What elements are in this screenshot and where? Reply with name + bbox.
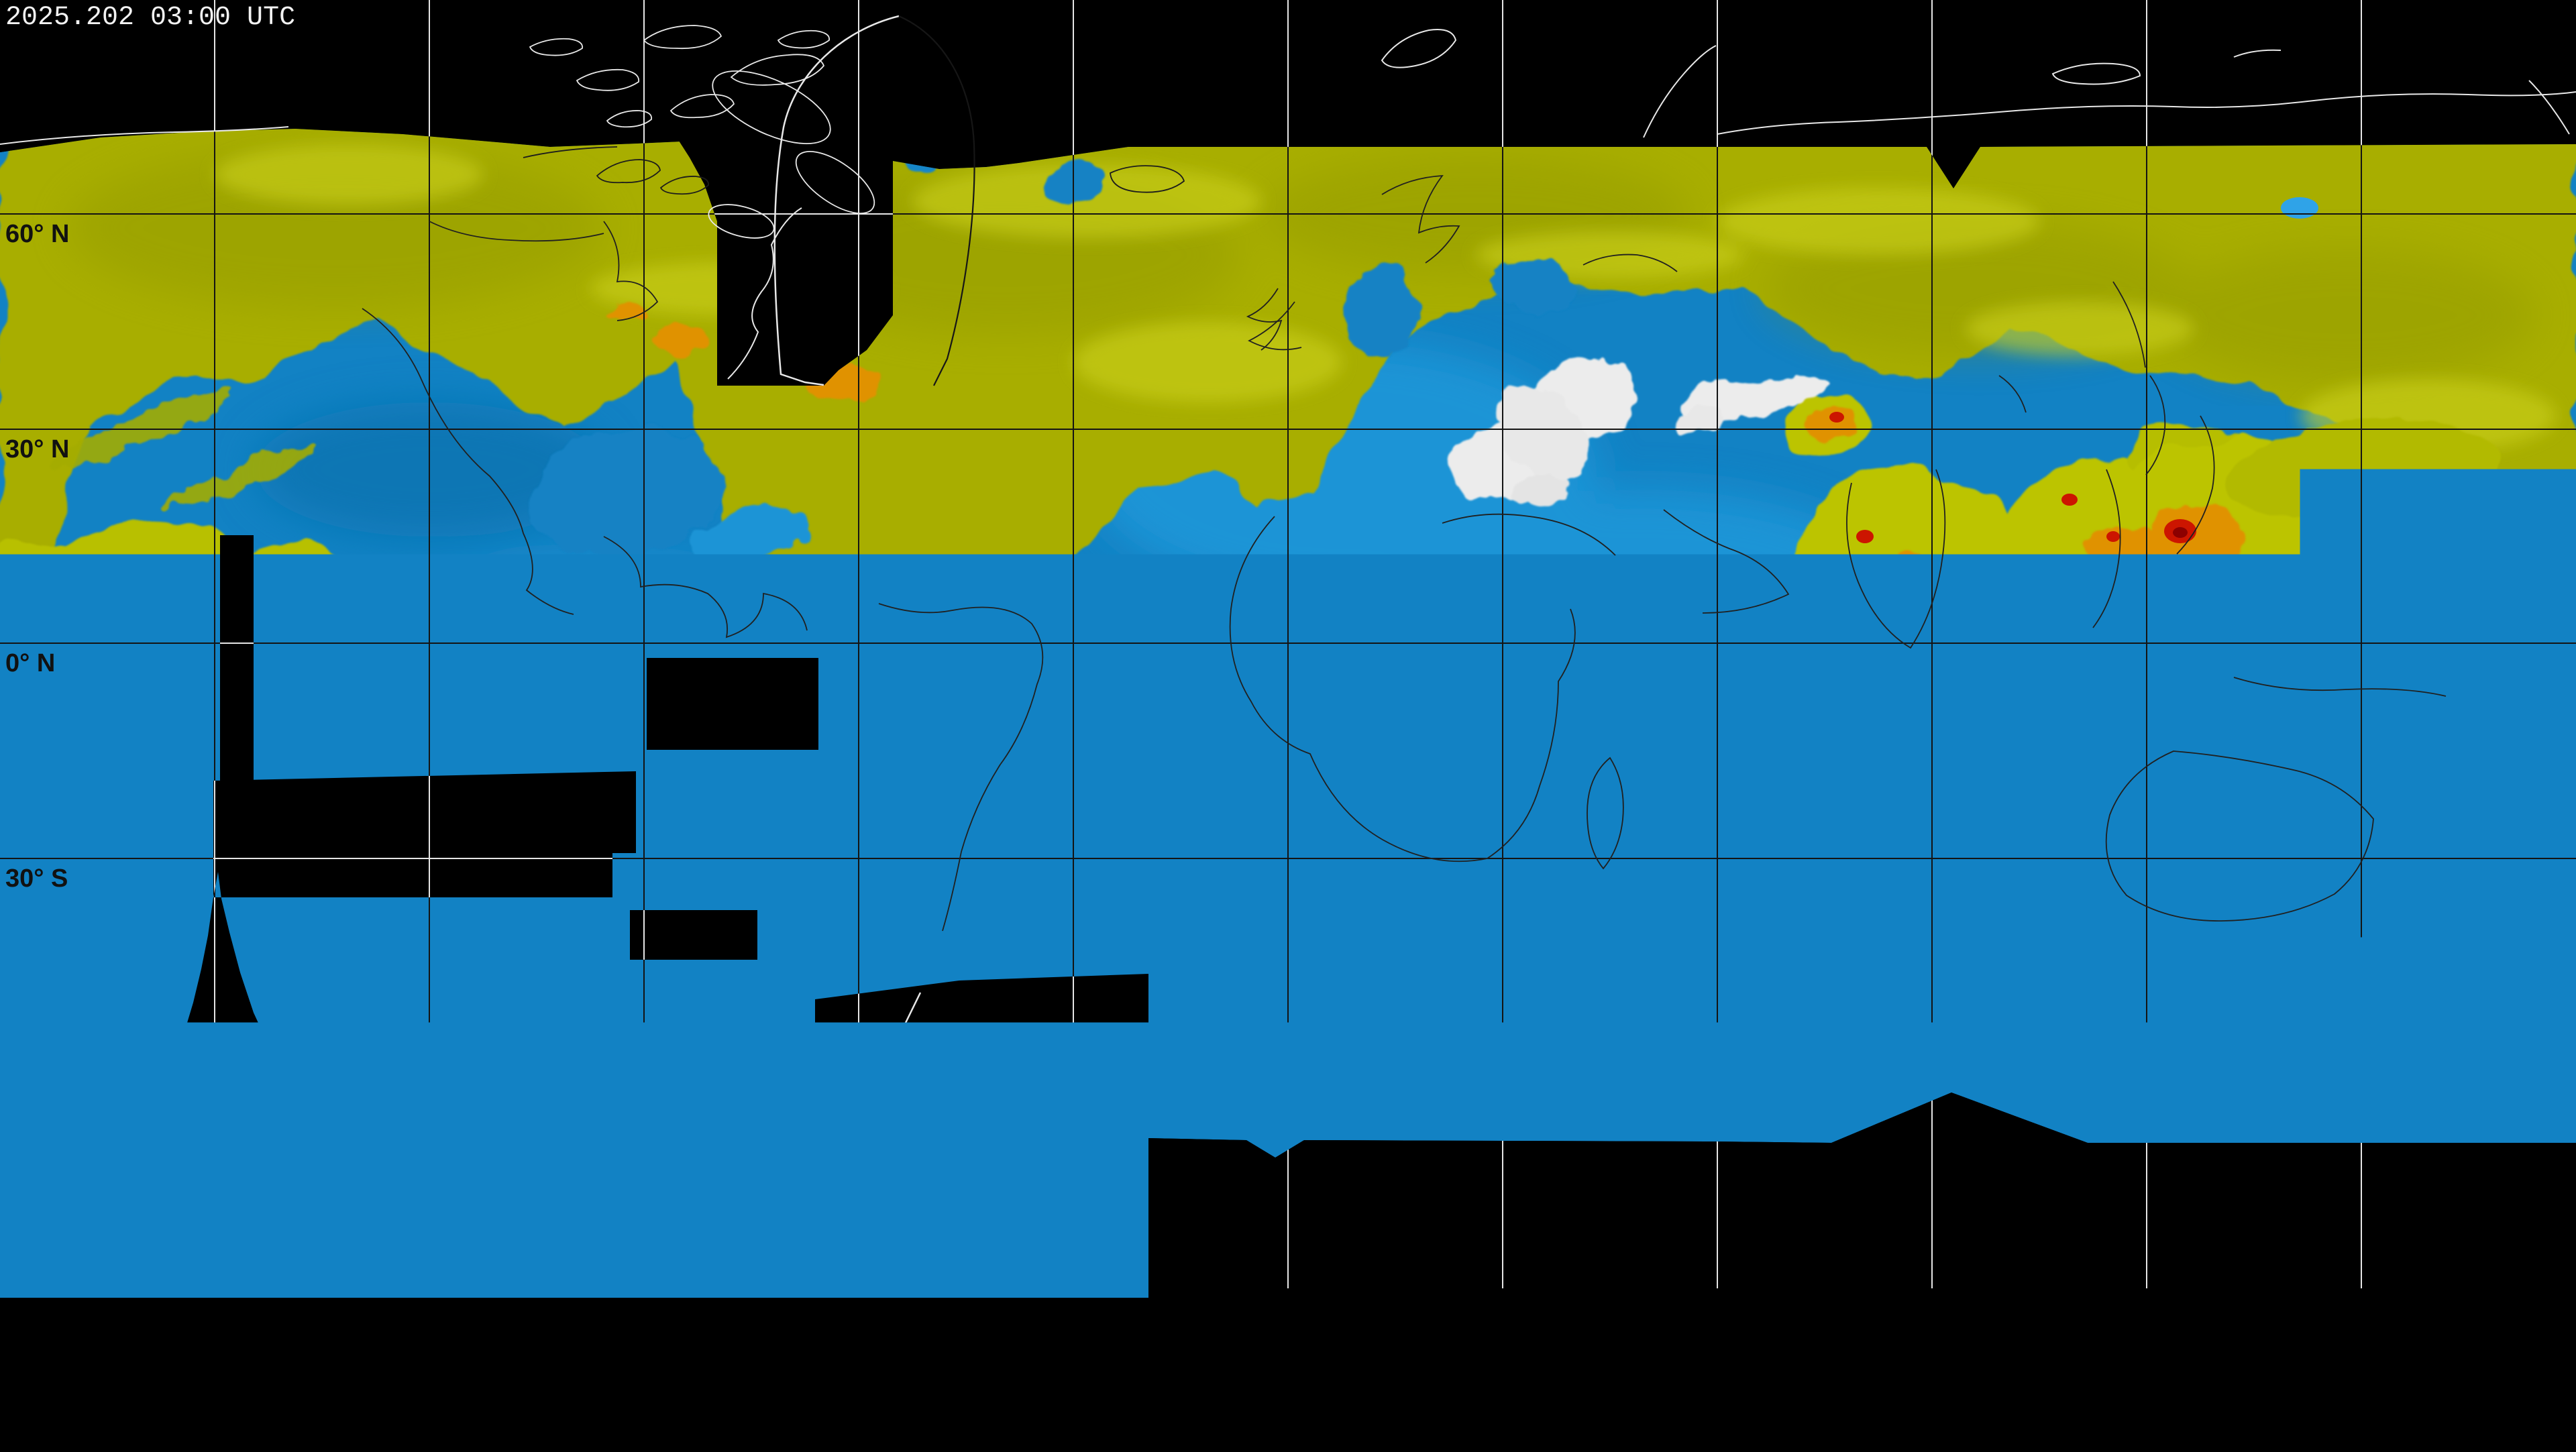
- svg-text:240: 240: [1237, 1344, 1293, 1379]
- svg-text:220: 220: [1058, 1344, 1114, 1379]
- svg-text:180: 180: [700, 1344, 756, 1379]
- svg-text:30° S: 30° S: [5, 864, 68, 893]
- svg-text:290: 290: [1684, 1344, 1739, 1379]
- svg-text:190: 190: [790, 1344, 845, 1379]
- svg-text:Brightness Temperature in 6.75: Brightness Temperature in 6.75um, Kelvin: [993, 1378, 1733, 1412]
- svg-text:310: 310: [1863, 1344, 1919, 1379]
- svg-text:280: 280: [1595, 1344, 1650, 1379]
- svg-text:200: 200: [879, 1344, 935, 1379]
- svg-text:60° S: 60° S: [5, 1079, 68, 1107]
- svg-text:300: 300: [1773, 1344, 1829, 1379]
- svg-text:2025.202 03:00 UTC: 2025.202 03:00 UTC: [5, 3, 295, 33]
- svg-text:270: 270: [1505, 1344, 1561, 1379]
- svg-text:30° N: 30° N: [5, 435, 69, 463]
- svg-text:250: 250: [1326, 1344, 1382, 1379]
- svg-text:210: 210: [969, 1344, 1024, 1379]
- svg-text:60° N: 60° N: [5, 220, 69, 248]
- svg-text:260: 260: [1415, 1344, 1471, 1379]
- svg-text:230: 230: [1147, 1344, 1203, 1379]
- svg-text:0° N: 0° N: [5, 649, 55, 677]
